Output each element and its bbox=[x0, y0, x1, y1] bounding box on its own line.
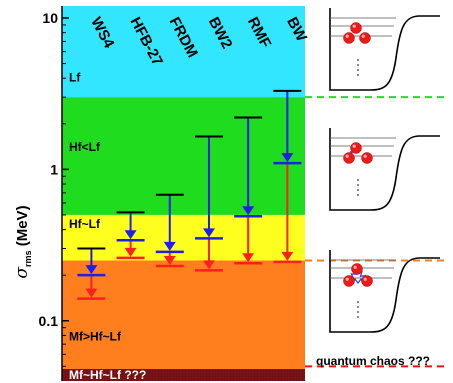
two-balls-spring-panel-well bbox=[329, 128, 440, 211]
arrow-blue-5 bbox=[281, 90, 294, 163]
two-balls-spring-panel-dot-1 bbox=[357, 184, 359, 186]
three-balls-spring-panel-ball-shine-0 bbox=[353, 265, 357, 269]
arrow-blue-1-head bbox=[124, 230, 137, 240]
three-balls-spring-panel-well bbox=[329, 250, 440, 333]
two-balls-spring-panel-dot-0 bbox=[357, 179, 359, 181]
three-balls-spring-panel-ball-shine-2 bbox=[363, 277, 367, 281]
region-label-1: Hf<Lf bbox=[69, 140, 101, 154]
arrow-red-4 bbox=[242, 216, 255, 263]
two-balls-spring-panel-ball-1 bbox=[343, 152, 355, 164]
region-0 bbox=[62, 6, 305, 98]
two-balls-spring-panel-dot-2 bbox=[357, 189, 359, 191]
two-balls-panel-dot-1 bbox=[357, 64, 359, 66]
arrow-red-3 bbox=[202, 238, 215, 270]
threshold-lines bbox=[305, 96, 447, 368]
arrow-blue-2-head bbox=[163, 241, 176, 251]
two-balls-panel-dot-3 bbox=[357, 74, 359, 76]
three-balls-spring-panel-dot-2 bbox=[357, 311, 359, 313]
two-balls-panel bbox=[329, 8, 440, 91]
arrow-blue-4 bbox=[242, 117, 255, 216]
three-balls-spring-panel-dot-0 bbox=[357, 301, 359, 303]
two-balls-panel-well bbox=[329, 8, 440, 91]
arrow-blue-0-head bbox=[85, 265, 98, 275]
arrow-red-3-head bbox=[202, 260, 215, 270]
y-tick-label-0: 10 bbox=[42, 10, 58, 26]
region-label-4: Mf~Hf~Lf ??? bbox=[69, 368, 146, 382]
arrow-red-5-head bbox=[281, 251, 294, 261]
three-balls-spring-panel-ball-0 bbox=[351, 263, 363, 275]
quantum-chaos-label: quantum chaos ??? bbox=[316, 354, 430, 368]
y-axis-label-symbol: σ bbox=[12, 267, 32, 279]
two-balls-spring-panel-ball-shine-0 bbox=[352, 144, 356, 148]
two-balls-spring-panel-ball-0 bbox=[350, 142, 362, 154]
arrow-blue-4-head bbox=[242, 206, 255, 216]
region-1 bbox=[62, 97, 305, 215]
two-balls-panel-ball-0 bbox=[350, 22, 362, 34]
two-balls-spring-panel-ball-shine-2 bbox=[363, 154, 367, 158]
three-balls-spring-panel-ball-shine-1 bbox=[345, 277, 349, 281]
region-4 bbox=[62, 369, 305, 381]
y-axis-label: σrms (MeV) bbox=[12, 205, 33, 278]
arrow-blue-5-head bbox=[281, 153, 294, 163]
three-balls-spring-panel-ball-2 bbox=[361, 275, 373, 287]
region-label-3: Mf>Hf~Lf bbox=[69, 330, 122, 344]
arrow-blue-3 bbox=[202, 136, 215, 238]
two-balls-panel-dot-0 bbox=[357, 59, 359, 61]
two-balls-spring-panel-dot-3 bbox=[357, 194, 359, 196]
region-label-0: Lf bbox=[69, 71, 81, 85]
arrow-blue-2 bbox=[163, 194, 176, 251]
arrow-blue-3-head bbox=[202, 228, 215, 238]
two-balls-spring-panel-ball-2 bbox=[361, 152, 373, 164]
y-axis-label-sub: rms bbox=[23, 250, 33, 267]
arrow-red-2-head bbox=[163, 255, 176, 265]
arrow-red-4-head bbox=[242, 253, 255, 263]
three-balls-spring-panel-ball-1 bbox=[343, 275, 355, 287]
y-tick-label-2: 0.1 bbox=[39, 313, 59, 329]
two-balls-spring-panel bbox=[329, 128, 440, 211]
region-label-2: Hf~Lf bbox=[69, 217, 101, 231]
region-3 bbox=[62, 260, 305, 370]
arrow-red-1 bbox=[124, 240, 137, 257]
two-balls-panel-dot-2 bbox=[357, 69, 359, 71]
two-balls-panel-ball-shine-2 bbox=[361, 34, 365, 38]
arrow-red-5 bbox=[281, 163, 294, 261]
y-axis-label-unit: (MeV) bbox=[14, 205, 31, 250]
chart-regions bbox=[62, 6, 305, 381]
arrow-red-0 bbox=[85, 275, 98, 298]
chart-axes: 10 1 0.1 bbox=[39, 6, 69, 381]
two-balls-panel-ball-shine-0 bbox=[352, 24, 356, 28]
three-balls-spring-panel-dot-3 bbox=[357, 316, 359, 318]
three-balls-spring-panel bbox=[329, 250, 440, 333]
arrow-red-1-head bbox=[124, 247, 137, 257]
arrow-blue-0 bbox=[85, 248, 98, 275]
arrow-red-0-head bbox=[85, 288, 98, 298]
arrow-blue-1 bbox=[124, 212, 137, 240]
two-balls-spring-panel-ball-shine-1 bbox=[345, 154, 349, 158]
three-balls-spring-panel-dot-1 bbox=[357, 306, 359, 308]
potential-panels bbox=[329, 8, 440, 333]
region-labels: Lf Hf<Lf Hf~Lf Mf>Hf~Lf Mf~Hf~Lf ??? bbox=[69, 71, 146, 382]
two-balls-panel-ball-shine-1 bbox=[345, 34, 349, 38]
chart-marks bbox=[77, 89, 302, 300]
y-tick-label-1: 1 bbox=[50, 161, 58, 177]
two-balls-panel-ball-2 bbox=[359, 32, 371, 44]
two-balls-panel-ball-1 bbox=[343, 32, 355, 44]
